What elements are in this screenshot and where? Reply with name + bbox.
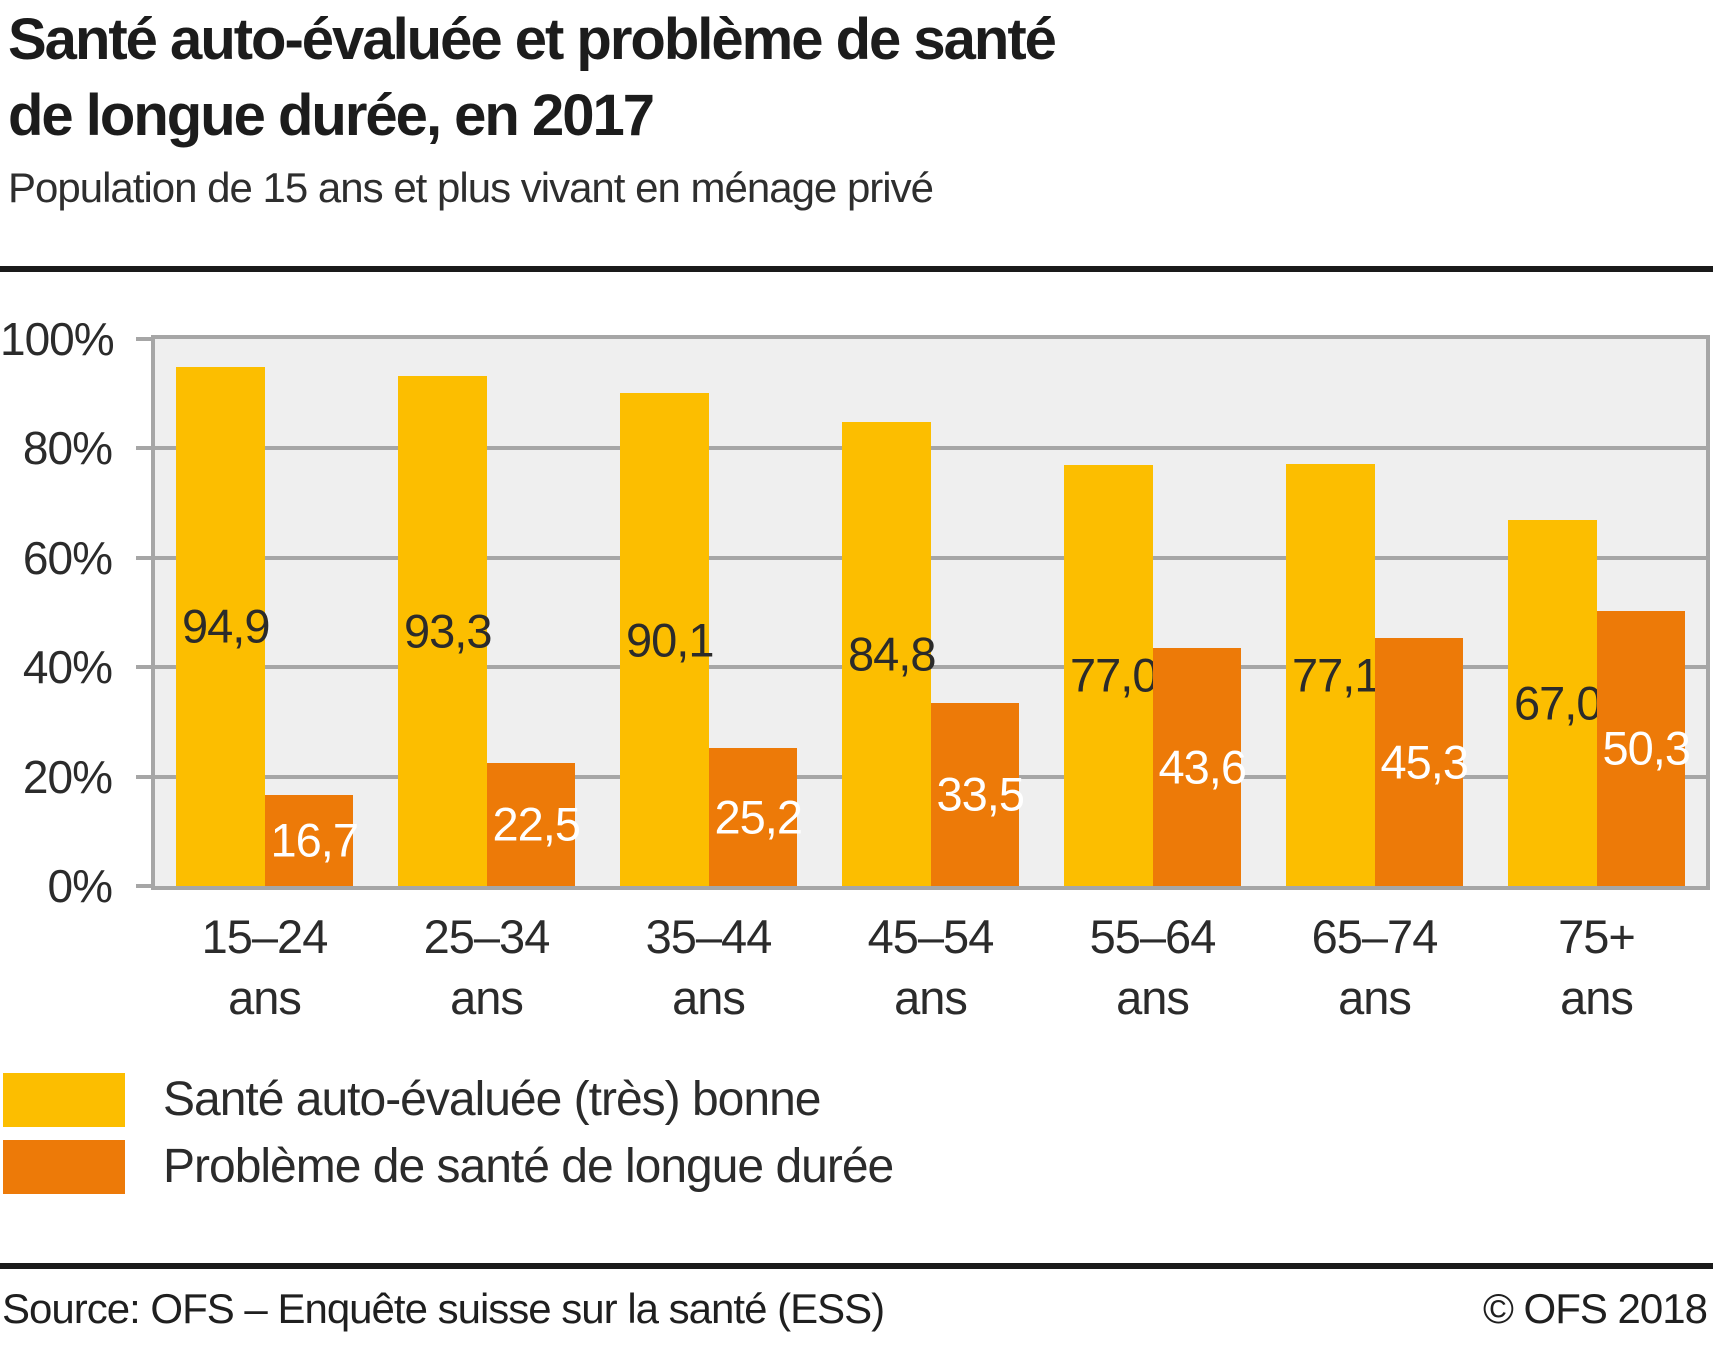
legend-swatch xyxy=(3,1073,125,1127)
bar-groups: 94,9 16,7 93,3 22,5 90,1 25,2 84,8 33,5 77,0 43,6… xyxy=(155,339,1706,886)
x-category-label: 45–54 ans xyxy=(821,906,1041,1028)
bar-group: 90,1 25,2 xyxy=(620,339,803,886)
x-category-unit: ans xyxy=(1560,971,1634,1024)
bar-value-label: 45,3 xyxy=(1380,735,1469,789)
bar: 50,3 xyxy=(1596,610,1691,886)
x-category-label: 55–64 ans xyxy=(1043,906,1263,1028)
x-category-label: 75+ ans xyxy=(1487,906,1707,1028)
x-category-label: 15–24 ans xyxy=(155,906,375,1028)
source-note: Source: OFS – Enquête suisse sur la sant… xyxy=(2,1285,885,1332)
x-category-unit: ans xyxy=(672,971,746,1024)
bar-value-label: 94,9 xyxy=(182,599,270,653)
x-category-unit: ans xyxy=(894,971,968,1024)
chart-title-line2: de longue durée, en 2017 xyxy=(8,83,655,148)
x-category-label: 35–44 ans xyxy=(599,906,819,1028)
legend-label: Problème de santé de longue durée xyxy=(163,1140,894,1193)
y-axis-tick xyxy=(136,446,151,451)
bar-value-label: 16,7 xyxy=(270,813,359,867)
bar: 45,3 xyxy=(1374,638,1469,886)
gridline xyxy=(155,446,1706,451)
x-category-range: 75+ xyxy=(1558,910,1636,963)
bar: 84,8 xyxy=(842,422,936,886)
x-category-unit: ans xyxy=(1338,971,1412,1024)
x-category-range: 45–54 xyxy=(867,910,995,963)
x-category-unit: ans xyxy=(228,971,302,1024)
bottom-divider xyxy=(0,1263,1713,1269)
bar-group: 93,3 22,5 xyxy=(398,339,581,886)
x-category-range: 15–24 xyxy=(201,910,329,963)
top-divider xyxy=(0,266,1713,272)
y-axis-tick xyxy=(136,884,151,888)
bar-value-label: 93,3 xyxy=(404,604,492,658)
bar-value-label: 50,3 xyxy=(1602,721,1691,775)
bar: 93,3 xyxy=(398,375,492,886)
bar: 94,9 xyxy=(176,366,270,886)
bar: 25,2 xyxy=(708,748,803,886)
bar: 67,0 xyxy=(1508,519,1602,886)
bar-value-label: 84,8 xyxy=(848,627,936,681)
bar-group: 77,1 45,3 xyxy=(1286,339,1469,886)
bar-group: 84,8 33,5 xyxy=(842,339,1025,886)
x-category-range: 65–74 xyxy=(1311,910,1439,963)
y-axis-label: 20% xyxy=(22,750,113,803)
x-category-label: 25–34 ans xyxy=(377,906,597,1028)
bar-value-label: 22,5 xyxy=(492,797,581,851)
chart-title: Santé auto-évaluée et problème de santé d… xyxy=(8,2,1057,154)
y-axis-tick xyxy=(136,555,151,560)
x-category-unit: ans xyxy=(1116,971,1190,1024)
bar: 22,5 xyxy=(486,762,581,886)
y-axis-tick xyxy=(136,665,151,670)
copyright-note: © OFS 2018 xyxy=(1482,1285,1708,1332)
bar-value-label: 43,6 xyxy=(1158,740,1247,794)
bar: 16,7 xyxy=(264,794,359,886)
bar-value-label: 77,0 xyxy=(1070,648,1158,702)
legend-label: Santé auto-évaluée (très) bonne xyxy=(163,1073,821,1126)
bar-value-label: 33,5 xyxy=(936,767,1025,821)
bar-value-label: 25,2 xyxy=(714,790,803,844)
y-axis-label: 0% xyxy=(47,860,113,912)
y-axis-tick xyxy=(136,337,151,341)
chart-subtitle: Population de 15 ans et plus vivant en m… xyxy=(8,164,934,211)
legend-swatch xyxy=(3,1140,125,1194)
y-axis-label: 40% xyxy=(22,641,113,694)
y-axis-label: 100% xyxy=(0,313,115,365)
x-category-range: 55–64 xyxy=(1089,910,1217,963)
bar: 77,1 xyxy=(1286,464,1380,886)
y-axis-label: 60% xyxy=(22,531,113,584)
x-category-unit: ans xyxy=(450,971,524,1024)
bar-value-label: 90,1 xyxy=(626,613,714,667)
bar-group: 94,9 16,7 xyxy=(176,339,359,886)
bar: 33,5 xyxy=(930,702,1025,886)
x-category-range: 25–34 xyxy=(423,910,551,963)
gridline xyxy=(155,665,1706,670)
bar: 43,6 xyxy=(1152,647,1247,886)
bar-value-label: 77,1 xyxy=(1292,648,1380,702)
bar-value-label: 67,0 xyxy=(1514,676,1602,730)
bar: 90,1 xyxy=(620,393,714,886)
chart-title-line1: Santé auto-évaluée et problème de santé xyxy=(8,7,1057,72)
bar: 77,0 xyxy=(1064,464,1158,886)
y-axis-tick xyxy=(136,774,151,779)
x-category-range: 35–44 xyxy=(645,910,773,963)
bar-group: 77,0 43,6 xyxy=(1064,339,1247,886)
y-axis-label: 80% xyxy=(22,422,113,475)
x-category-label: 65–74 ans xyxy=(1265,906,1485,1028)
gridline xyxy=(155,555,1706,560)
bar-group: 67,0 50,3 xyxy=(1508,339,1691,886)
